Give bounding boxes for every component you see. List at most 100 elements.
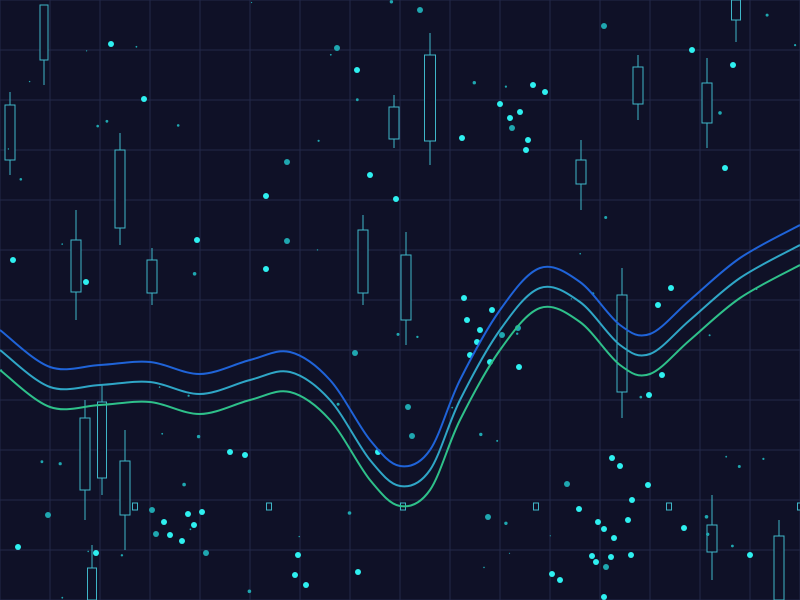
scatter-dot-small: [58, 462, 62, 466]
candlestick-body: [731, 0, 741, 21]
scatter-dot: [659, 372, 665, 378]
scatter-dot: [646, 392, 652, 398]
scatter-dot: [83, 279, 89, 285]
scatter-dot: [461, 295, 467, 301]
scatter-dot: [263, 193, 269, 199]
scatter-dot: [393, 196, 399, 202]
candlestick: [4, 92, 16, 175]
scatter-dot-small: [451, 406, 454, 409]
scatter-dot-small: [251, 1, 253, 4]
candlestick: [400, 232, 412, 345]
scatter-dot: [668, 285, 674, 291]
candlestick: [87, 545, 97, 600]
candlestick: [357, 215, 369, 305]
scatter-dot: [292, 572, 298, 578]
scatter-dot: [409, 433, 415, 439]
scatter-dot: [497, 101, 503, 107]
scatter-dot: [284, 238, 290, 244]
candlestick-body: [388, 106, 400, 140]
scatter-dot: [149, 507, 155, 513]
scatter-dot: [153, 531, 159, 537]
scatter-dot: [242, 452, 248, 458]
scatter-dot-small: [579, 252, 581, 255]
candlestick: [632, 55, 644, 120]
candlestick: [146, 248, 158, 305]
candlestick-body: [666, 502, 672, 511]
scatter-dot: [611, 535, 617, 541]
scatter-dot: [601, 594, 607, 600]
scatter-dot: [689, 47, 695, 53]
scatter-dot: [477, 327, 483, 333]
scatter-dot: [629, 497, 635, 503]
scatter-dot: [354, 67, 360, 73]
scatter-dot-small: [86, 50, 88, 52]
candlestick: [773, 520, 785, 600]
candlestick: [424, 33, 436, 165]
scatter-dot-small: [247, 589, 252, 594]
candlestick: [731, 0, 741, 42]
scatter-dot: [601, 23, 607, 29]
scatter-dot-small: [389, 0, 394, 4]
scatter-dot-small: [639, 395, 643, 399]
scatter-dot-small: [483, 566, 485, 569]
candlestick: [706, 495, 718, 580]
candlestick-body: [70, 239, 82, 293]
scatter-dot-small: [317, 139, 320, 142]
scatter-dot: [179, 538, 185, 544]
candlestick: [39, 4, 49, 85]
scatter-dot: [595, 519, 601, 525]
candlestick-body: [132, 502, 138, 511]
scatter-dot: [108, 41, 114, 47]
scatter-dot-small: [570, 298, 572, 300]
candlestick-body: [39, 4, 49, 61]
scatter-dot-small: [19, 178, 23, 181]
scatter-dot: [203, 550, 209, 556]
scatter-dot: [549, 571, 555, 577]
scatter-dot: [161, 519, 167, 525]
scatter-dot: [625, 517, 631, 523]
scatter-dot-small: [105, 119, 109, 123]
candlestick-body: [79, 417, 91, 491]
scatter-dot: [303, 582, 309, 588]
scatter-dot-small: [192, 272, 197, 276]
candlestick-body: [87, 567, 97, 600]
scatter-dot: [576, 506, 582, 512]
scatter-dot: [593, 559, 599, 565]
scatter-dot-small: [61, 596, 64, 599]
scatter-dot: [609, 455, 615, 461]
scatter-dot-small: [504, 521, 508, 525]
scatter-dot-small: [40, 460, 44, 464]
scatter-dot: [405, 404, 411, 410]
scatter-dot: [507, 115, 513, 121]
candlestick-body: [266, 502, 272, 511]
scatter-dot-small: [161, 432, 164, 435]
scatter-dot: [509, 125, 515, 131]
wave-lines: [0, 224, 800, 508]
scatter-dot-small: [508, 552, 511, 554]
scatter-dot: [194, 237, 200, 243]
scatter-dot: [517, 109, 523, 115]
scatter-dot: [10, 257, 16, 263]
scatter-dot: [141, 96, 147, 102]
scatter-dot-small: [61, 243, 63, 245]
candlestick: [666, 502, 672, 511]
scatter-dot-small: [516, 332, 519, 335]
scatter-dot: [645, 482, 651, 488]
scatter-dot-small: [176, 124, 180, 127]
scatter-dot-small: [765, 13, 769, 17]
candlesticks: [4, 0, 800, 600]
candlestick: [70, 210, 82, 320]
scatter-dot: [459, 135, 465, 141]
scatter-dot: [367, 172, 373, 178]
scatter-dot-small: [731, 544, 734, 548]
scatter-dot-small: [187, 394, 190, 397]
scatter-dot: [263, 266, 269, 272]
scatter-dot: [525, 137, 531, 143]
scatter-dot-small: [737, 465, 741, 468]
candlestick: [575, 140, 587, 210]
scatter-dot-small: [196, 434, 201, 439]
scatter-dot: [601, 526, 607, 532]
scatter-dot-small: [347, 511, 352, 515]
scatter-dot: [681, 525, 687, 531]
candlestick: [797, 502, 800, 511]
